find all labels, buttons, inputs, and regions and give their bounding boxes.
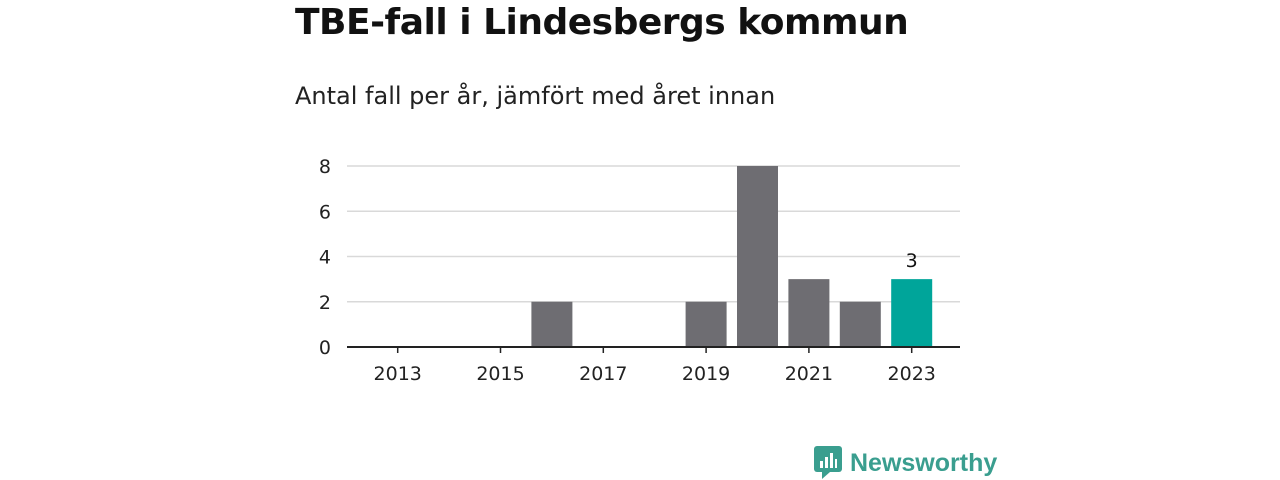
- newsworthy-logo-icon: [814, 446, 842, 479]
- bar: [788, 279, 830, 347]
- x-tick-label: 2017: [579, 363, 627, 385]
- y-tick-label: 8: [319, 156, 331, 178]
- x-tick-label: 2013: [374, 363, 422, 385]
- x-tick-label: 2019: [682, 363, 730, 385]
- brand-name: Newsworthy: [850, 448, 998, 477]
- x-tick-label: 2023: [888, 363, 936, 385]
- bar: [839, 301, 881, 347]
- newsworthy-brand: Newsworthy: [814, 446, 997, 480]
- highlight-bar: [891, 279, 933, 347]
- y-tick-label: 2: [319, 292, 331, 314]
- y-tick-label: 0: [319, 337, 331, 359]
- x-tick-label: 2021: [785, 363, 833, 385]
- bar: [737, 166, 778, 347]
- y-tick-label: 6: [319, 201, 331, 223]
- bar: [531, 301, 573, 347]
- x-tick-label: 2015: [476, 363, 524, 385]
- chart-subtitle: Antal fall per år, jämfört med året inna…: [295, 82, 776, 110]
- bar: [685, 301, 727, 347]
- y-tick-label: 4: [319, 247, 331, 269]
- page-title: TBE-fall i Lindesbergs kommun: [295, 2, 909, 43]
- data-label: 3: [906, 250, 918, 272]
